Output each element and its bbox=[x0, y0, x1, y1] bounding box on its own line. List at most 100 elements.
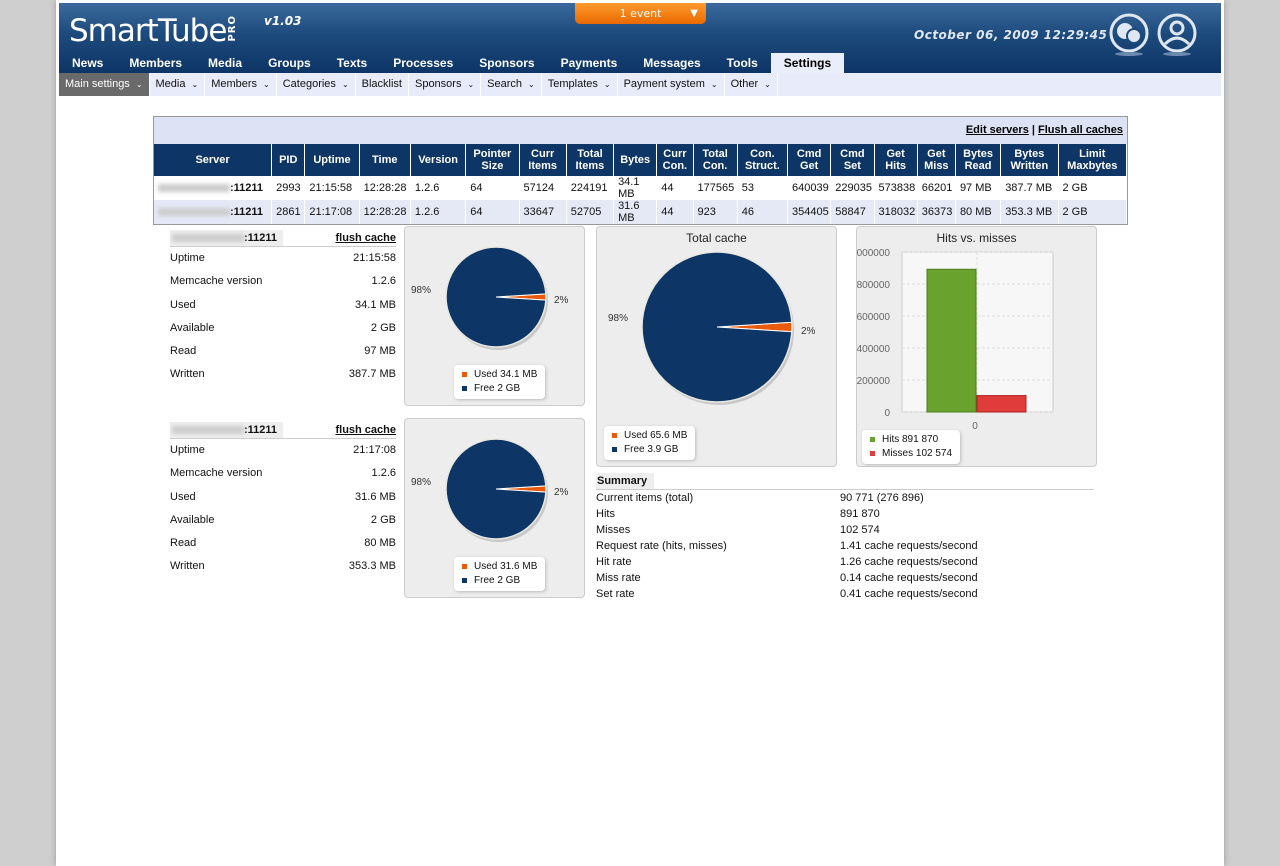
nav-news[interactable]: News bbox=[72, 56, 104, 70]
flush-cache-link[interactable]: flush cache bbox=[335, 232, 396, 244]
nav-processes[interactable]: Processes bbox=[393, 56, 454, 70]
misses-swatch bbox=[870, 450, 875, 456]
info-row: Uptime 21:15:58 bbox=[170, 247, 396, 270]
servers-actions: Edit servers | Flush all caches bbox=[154, 117, 1127, 144]
table-row[interactable]: :11211 2993 21:15:58 12:28:28 1.2.6 64 57124 22… bbox=[154, 176, 1127, 200]
logo[interactable]: SmartTube PRO bbox=[69, 13, 238, 49]
chevron-down-icon: ⌄ bbox=[135, 80, 143, 89]
pie-outline bbox=[445, 246, 547, 348]
pie-label-free: 98% bbox=[411, 477, 431, 488]
nav-payments[interactable]: Payments bbox=[560, 56, 618, 70]
total-cache-title: Total cache bbox=[686, 231, 747, 245]
subnav-label: Blacklist bbox=[361, 78, 402, 90]
col-header: Bytes Written bbox=[1000, 144, 1059, 176]
info-label: Read bbox=[170, 345, 197, 358]
sub-nav: Main settings ⌄ Media ⌄ Members ⌄ Categories ⌄ B… bbox=[59, 73, 1221, 96]
edit-servers-link[interactable]: Edit servers bbox=[965, 124, 1029, 136]
nav-tools[interactable]: Tools bbox=[726, 56, 758, 70]
used-swatch bbox=[612, 432, 617, 438]
nav-sponsors[interactable]: Sponsors bbox=[479, 56, 535, 70]
table-cell: 177565 bbox=[693, 176, 738, 200]
summary-row: Miss rate 0.14 cache requests/second bbox=[596, 570, 1094, 586]
subnav-search[interactable]: Search ⌄ bbox=[481, 73, 542, 96]
nav-messages[interactable]: Messages bbox=[643, 56, 701, 70]
table-cell: 573838 bbox=[874, 176, 918, 200]
col-header: Total Con. bbox=[693, 144, 738, 176]
summary-label: Miss rate bbox=[596, 572, 641, 584]
subnav-templates[interactable]: Templates ⌄ bbox=[542, 73, 618, 96]
subnav-other[interactable]: Other ⌄ bbox=[725, 73, 778, 96]
summary-value: 0.14 cache requests/second bbox=[840, 572, 978, 584]
info-value: 21:17:08 bbox=[353, 444, 396, 456]
user-account-icon[interactable] bbox=[1155, 13, 1199, 57]
info-value: 387.7 MB bbox=[348, 368, 396, 381]
col-header: Server bbox=[154, 144, 273, 176]
y-tick-label: 0 bbox=[884, 408, 890, 419]
nav-groups[interactable]: Groups bbox=[268, 56, 311, 70]
chevron-down-icon: ⌄ bbox=[528, 80, 535, 89]
col-header: Uptime bbox=[304, 144, 360, 176]
header: SmartTube PRO v1.03 1 event ▼ October 06, … bbox=[59, 3, 1221, 73]
info-value: 353.3 MB bbox=[348, 560, 396, 573]
col-header: Cmd Set bbox=[830, 144, 875, 176]
nav-texts[interactable]: Texts bbox=[336, 56, 368, 70]
col-header: Total Items bbox=[566, 144, 615, 176]
dropdown-arrow-icon: ▼ bbox=[690, 8, 698, 19]
total-cache-pie-chart: 2% 98% bbox=[608, 251, 816, 405]
summary-value: 102 574 bbox=[840, 524, 880, 536]
info-row: Uptime 21:17:08 bbox=[170, 439, 396, 462]
info-row: Available 2 GB bbox=[170, 317, 396, 340]
table-cell: 12:28:28 bbox=[359, 200, 411, 224]
servers-table: Server PID Uptime Time Version Pointer Size Cur… bbox=[154, 144, 1127, 224]
table-row[interactable]: :11211 2861 21:17:08 12:28:28 1.2.6 64 33647 52… bbox=[154, 200, 1127, 224]
subnav-label: Search bbox=[487, 78, 523, 90]
col-header: Bytes Read bbox=[955, 144, 1002, 176]
subnav-label: Main settings bbox=[65, 78, 130, 90]
flush-cache-link[interactable]: flush cache bbox=[335, 424, 396, 436]
summary-value: 1.26 cache requests/second bbox=[840, 556, 978, 568]
table-cell: 229035 bbox=[830, 176, 875, 200]
info-label: Read bbox=[170, 537, 197, 550]
summary-row: Request rate (hits, misses) 1.41 cache re… bbox=[596, 538, 1094, 554]
table-cell: 354405 bbox=[787, 200, 832, 224]
info-label: Used bbox=[170, 298, 196, 311]
logo-text: SmartTube bbox=[69, 13, 227, 49]
pie-label-used: 2% bbox=[554, 487, 569, 498]
subnav-media[interactable]: Media ⌄ bbox=[150, 73, 206, 96]
nav-media[interactable]: Media bbox=[208, 56, 243, 70]
total-cache-panel: Total cache 2% 98% Used 65.6 MB Free 3.9 … bbox=[596, 226, 837, 467]
table-cell: 64 bbox=[465, 200, 520, 224]
bar-hits[interactable] bbox=[926, 268, 977, 413]
col-header: PID bbox=[271, 144, 306, 176]
y-tick-label: 200000 bbox=[857, 376, 890, 387]
info-row: Read 80 MB bbox=[170, 532, 396, 555]
subnav-sponsors[interactable]: Sponsors ⌄ bbox=[409, 73, 482, 96]
chat-support-icon[interactable] bbox=[1107, 13, 1151, 57]
server-port: :11211 bbox=[244, 232, 278, 244]
table-cell: 33647 bbox=[519, 200, 567, 224]
table-cell: 640039 bbox=[787, 176, 832, 200]
hits-misses-bar-chart: 0 200000 400000 600000 800000 1000000 0 bbox=[851, 248, 1054, 432]
chevron-down-icon: ⌄ bbox=[764, 80, 771, 89]
server-2-legend: Used 31.6 MB Free 2 GB bbox=[454, 557, 546, 591]
subnav-main-settings[interactable]: Main settings ⌄ bbox=[59, 73, 150, 96]
subnav-categories[interactable]: Categories ⌄ bbox=[277, 73, 356, 96]
subnav-payment-system[interactable]: Payment system ⌄ bbox=[618, 73, 725, 96]
summary-value: 0.41 cache requests/second bbox=[840, 588, 978, 600]
legend-used: Used 34.1 MB bbox=[474, 369, 538, 380]
info-row: Used 31.6 MB bbox=[170, 486, 396, 509]
info-label: Memcache version bbox=[170, 467, 263, 480]
event-button[interactable]: 1 event ▼ bbox=[575, 3, 706, 24]
flush-all-caches-link[interactable]: Flush all caches bbox=[1038, 124, 1123, 136]
subnav-label: Categories bbox=[282, 78, 336, 90]
bar-misses[interactable] bbox=[976, 395, 1027, 413]
nav-members[interactable]: Members bbox=[129, 56, 183, 70]
table-cell: 1.2.6 bbox=[410, 176, 467, 200]
pie-outline bbox=[641, 251, 793, 403]
table-cell: 64 bbox=[465, 176, 520, 200]
nav-settings[interactable]: Settings bbox=[770, 53, 845, 73]
subnav-blacklist[interactable]: Blacklist bbox=[356, 73, 409, 96]
subnav-members[interactable]: Members ⌄ bbox=[205, 73, 277, 96]
col-header: Limit Maxbytes bbox=[1058, 144, 1127, 176]
table-cell: 353.3 MB bbox=[1000, 200, 1059, 224]
